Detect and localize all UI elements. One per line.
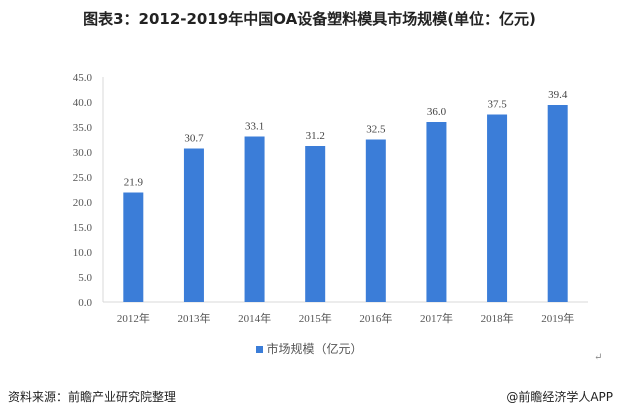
x-tick-label: 2014年 [238, 311, 271, 325]
x-tick-label: 2017年 [420, 311, 453, 325]
x-tick-label: 2015年 [299, 311, 332, 325]
y-tick-label: 45.0 [73, 72, 93, 84]
y-tick-label: 15.0 [73, 222, 93, 234]
bar [365, 139, 386, 302]
x-tick-label: 2012年 [117, 311, 150, 325]
data-label: 37.5 [487, 99, 507, 111]
bar [487, 114, 508, 302]
bar [123, 192, 144, 302]
x-tick-label: 2019年 [541, 311, 574, 325]
legend-label: 市场规模（亿元） [266, 342, 363, 356]
data-label: 31.2 [306, 130, 325, 142]
y-tick-label: 25.0 [73, 172, 93, 184]
bar [244, 136, 265, 302]
x-tick-label: 2013年 [177, 311, 210, 325]
y-tick-label: 5.0 [78, 272, 92, 284]
y-tick-label: 0.0 [78, 297, 92, 309]
y-tick-label: 30.0 [73, 147, 93, 159]
x-tick-label: 2016年 [359, 311, 392, 325]
data-label: 33.1 [245, 121, 264, 133]
data-label: 32.5 [366, 124, 386, 136]
legend: 市场规模（亿元） [0, 340, 619, 357]
data-label: 30.7 [184, 133, 204, 145]
credit-note: @前瞻经济学人APP [506, 390, 613, 404]
data-label: 36.0 [427, 106, 447, 118]
chart-title: 图表3：2012-2019年中国OA设备塑料模具市场规模(单位：亿元) [83, 10, 536, 28]
y-tick-label: 35.0 [73, 122, 93, 134]
bar [426, 122, 447, 302]
y-tick-label: 40.0 [73, 97, 93, 109]
data-label: 21.9 [124, 177, 144, 189]
return-mark: ↵ [594, 352, 603, 363]
x-tick-label: 2018年 [481, 311, 514, 325]
source-note: 资料来源：前瞻产业研究院整理 [8, 390, 177, 404]
bar [305, 146, 326, 302]
bar [183, 148, 204, 302]
bar [547, 105, 568, 302]
data-label: 39.4 [548, 89, 568, 101]
legend-swatch [256, 346, 264, 353]
y-tick-label: 10.0 [73, 247, 93, 259]
y-tick-label: 20.0 [73, 197, 93, 209]
